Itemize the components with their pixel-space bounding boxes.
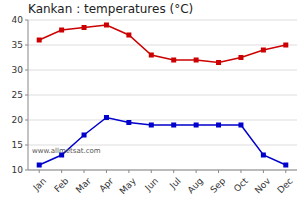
x-tick-label: May <box>118 175 139 196</box>
point-marker <box>149 123 154 128</box>
point-marker <box>37 38 42 43</box>
grid-line <box>28 170 297 171</box>
point-marker <box>283 43 288 48</box>
x-tick-label: Mar <box>74 176 93 195</box>
point-marker <box>126 33 131 38</box>
point-marker <box>149 53 154 58</box>
y-tick-label: 25 <box>12 90 23 100</box>
x-axis <box>28 170 297 171</box>
y-tick-label: 35 <box>12 40 23 50</box>
y-tick-label: 10 <box>12 165 24 175</box>
x-tick-label: Jan <box>31 176 49 194</box>
grid-line <box>28 45 297 46</box>
y-tick-label: 15 <box>12 140 23 150</box>
point-marker <box>126 120 131 125</box>
y-tick-label: 40 <box>12 15 24 25</box>
point-marker <box>82 25 87 30</box>
x-tick-label: Apr <box>97 176 115 194</box>
point-marker <box>82 133 87 138</box>
grid-line <box>28 120 297 121</box>
point-marker <box>37 163 42 168</box>
grid-line <box>28 70 297 71</box>
x-tick-label: Feb <box>52 176 71 195</box>
point-marker <box>216 60 221 65</box>
series-line <box>39 25 286 63</box>
series-line <box>39 118 286 166</box>
y-tick-label: 20 <box>12 115 24 125</box>
x-tick-label: Jun <box>143 176 161 194</box>
point-marker <box>238 123 243 128</box>
x-tick-label: Jul <box>167 176 182 191</box>
grid-line <box>28 95 297 96</box>
annotation: www.allmetsat.com <box>32 147 101 155</box>
point-marker <box>171 123 176 128</box>
plot-area <box>37 23 289 168</box>
x-tick-label: Nov <box>253 175 273 195</box>
point-marker <box>261 48 266 53</box>
point-marker <box>261 153 266 158</box>
point-marker <box>59 28 64 33</box>
grid-line <box>28 20 297 21</box>
x-tick-label: Oct <box>232 176 250 194</box>
title: Kankan : temperatures (°C) <box>28 2 193 16</box>
chart: 10 15 20 25 30 35 40 JanFebMarAprMayJun Jul AugSe… <box>0 0 305 200</box>
point-marker <box>171 58 176 63</box>
point-marker <box>104 23 109 28</box>
point-marker <box>283 163 288 168</box>
x-tick-label: Dec <box>275 176 294 195</box>
point-marker <box>194 58 199 63</box>
point-marker <box>238 55 243 60</box>
point-marker <box>194 123 199 128</box>
y-tick-label: 30 <box>12 65 24 75</box>
y-axis <box>28 20 29 170</box>
x-tick-label: Aug <box>186 176 206 196</box>
point-marker <box>104 115 109 120</box>
point-marker <box>216 123 221 128</box>
x-tick-label: Sep <box>208 176 227 195</box>
